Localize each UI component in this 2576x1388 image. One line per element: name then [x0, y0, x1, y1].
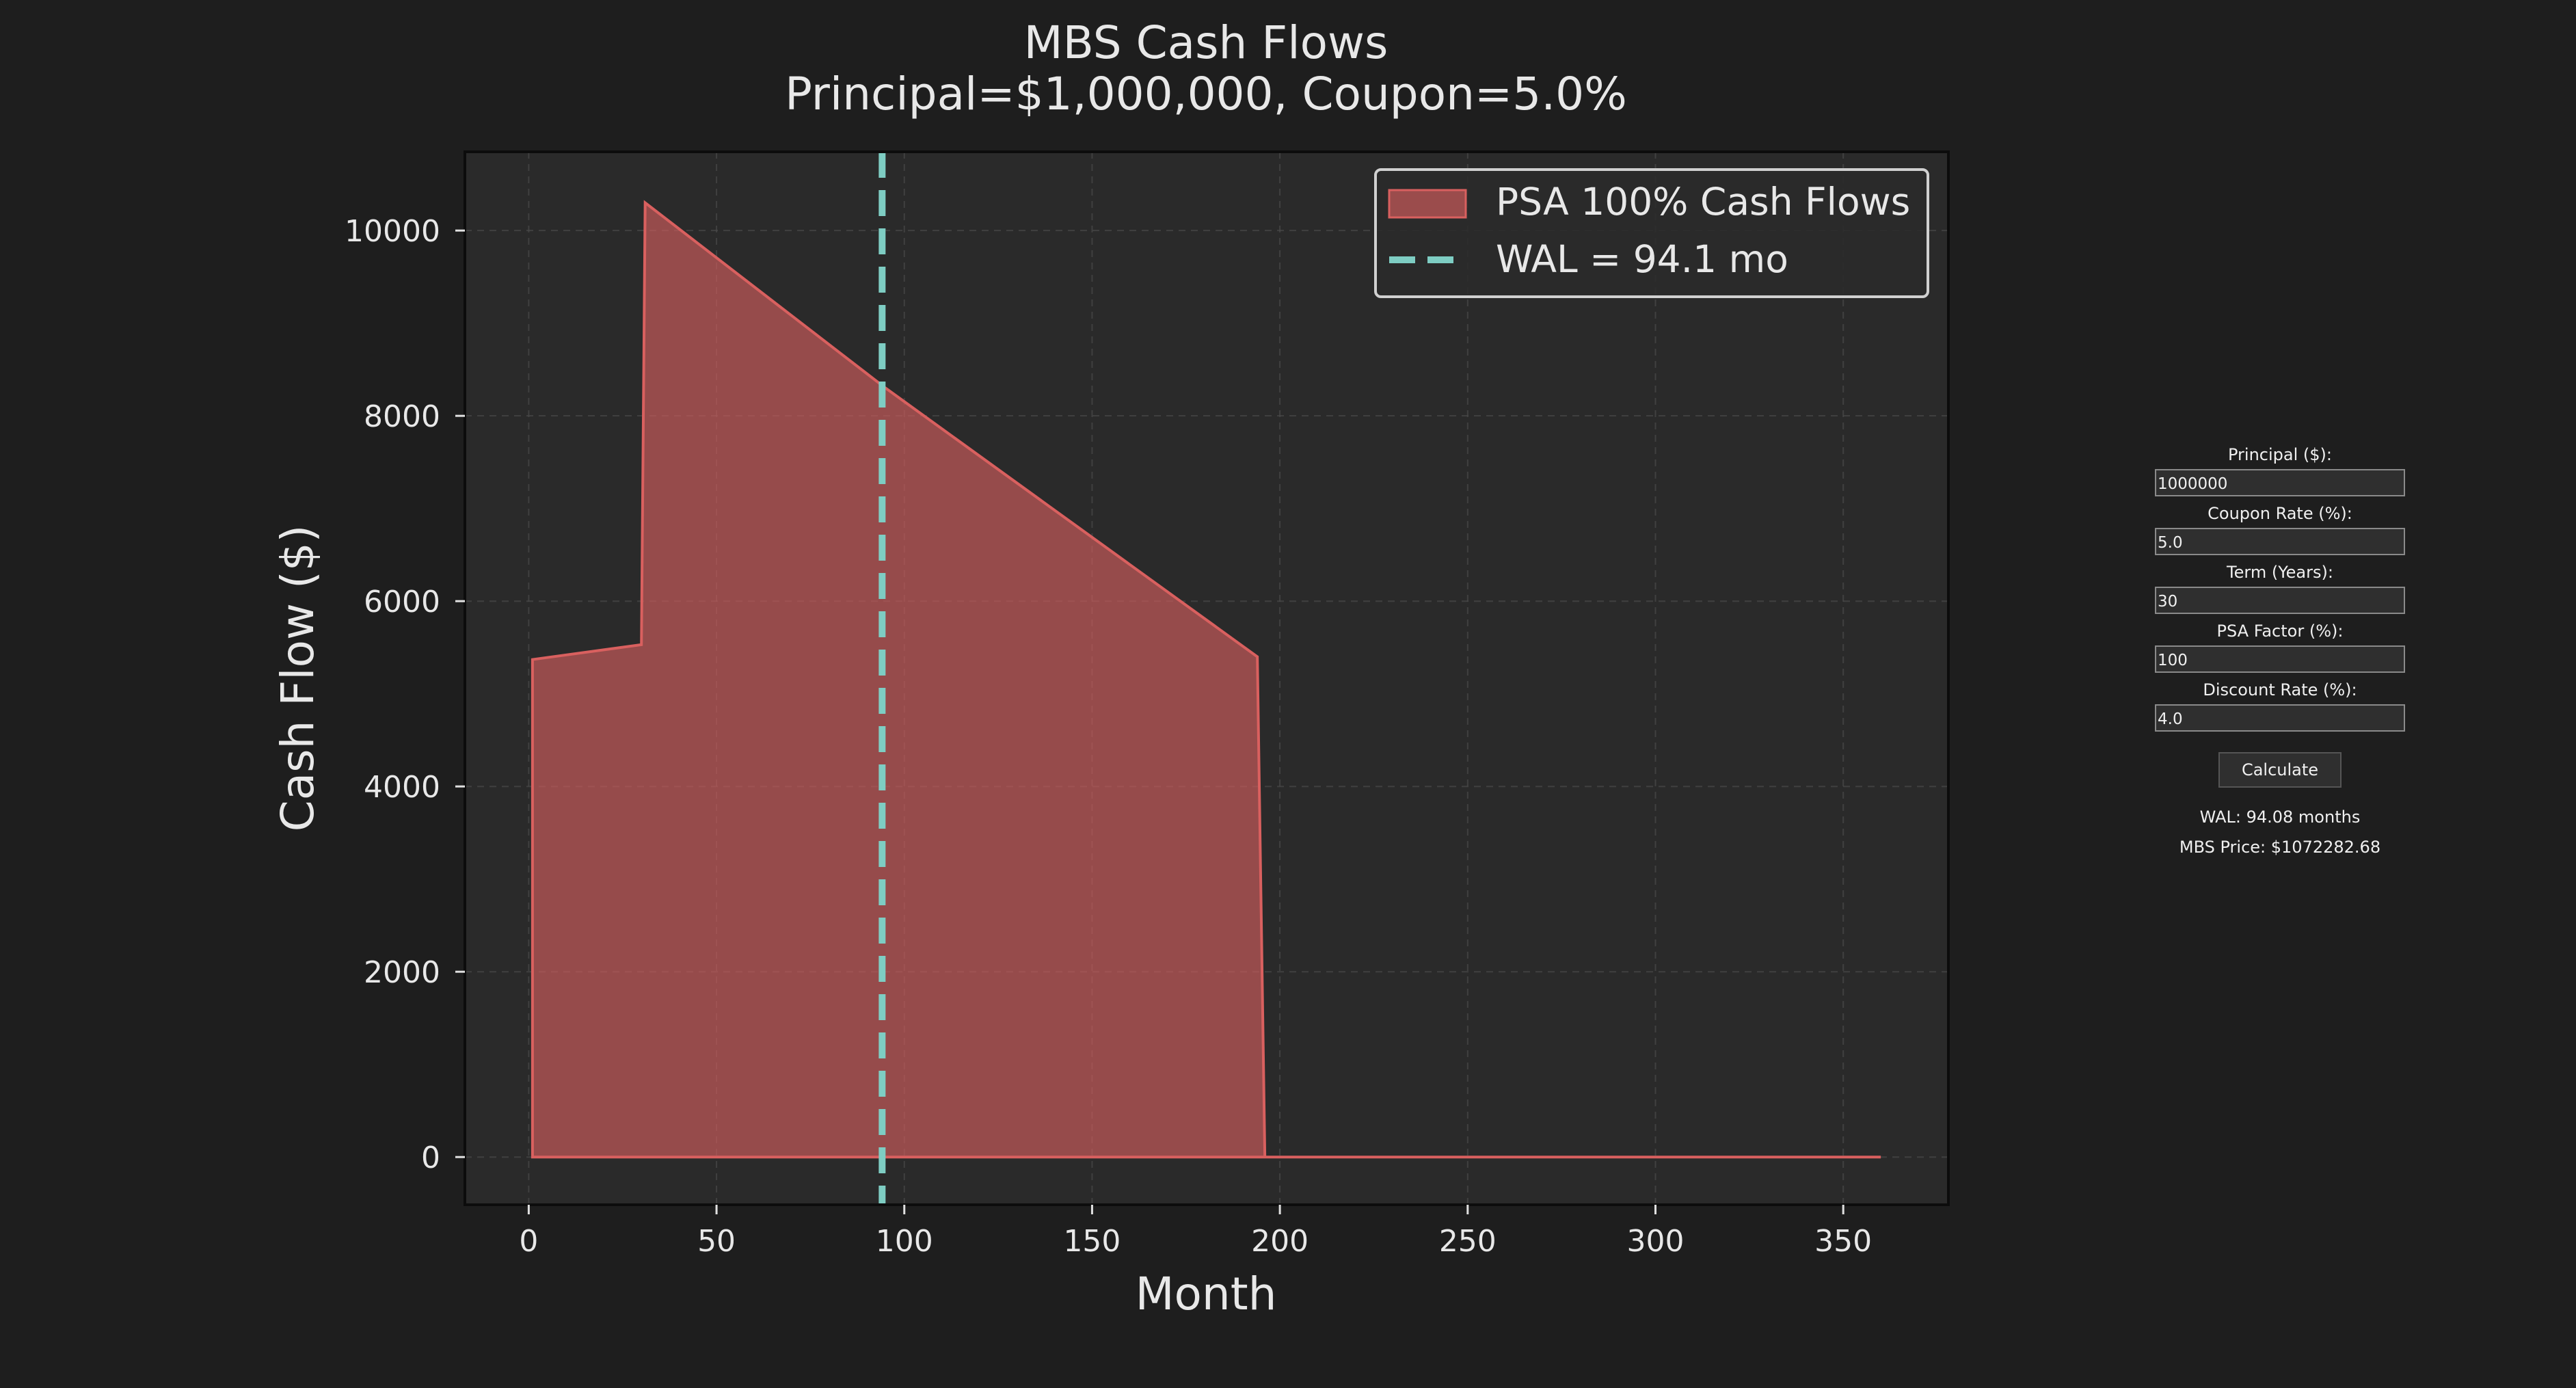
- legend: PSA 100% Cash Flows WAL = 94.1 mo: [1374, 168, 1929, 298]
- x-tick-label: 50: [697, 1224, 736, 1259]
- y-tick-label: 8000: [364, 399, 440, 434]
- x-tick-label: 350: [1814, 1224, 1872, 1259]
- x-tick-label: 300: [1627, 1224, 1685, 1259]
- y-tick-label: 2000: [364, 955, 440, 990]
- legend-box: [1374, 168, 1929, 298]
- psa-factor-label: PSA Factor (%):: [2216, 622, 2344, 641]
- x-axis-label: Month: [1136, 1268, 1277, 1320]
- control-panel: Principal ($): Coupon Rate (%): Term (Ye…: [2147, 438, 2413, 859]
- y-tick-label: 6000: [364, 585, 440, 619]
- legend-label-wal: WAL = 94.1 mo: [1496, 237, 1788, 281]
- term-label: Term (Years):: [2227, 563, 2333, 582]
- legend-area-swatch: [1388, 189, 1467, 219]
- x-tick-label: 200: [1251, 1224, 1309, 1259]
- chart-title: MBS Cash Flows: [1024, 16, 1388, 69]
- y-tick-label: 0: [421, 1140, 440, 1175]
- y-tick-label: 4000: [364, 770, 440, 805]
- y-axis-label: Cash Flow ($): [271, 525, 324, 832]
- coupon-rate-label: Coupon Rate (%):: [2208, 504, 2352, 523]
- chart-subtitle: Principal=$1,000,000, Coupon=5.0%: [785, 68, 1627, 120]
- discount-rate-label: Discount Rate (%):: [2203, 680, 2357, 699]
- wal-result: WAL: 94.08 months: [2199, 808, 2361, 827]
- y-tick-label: 10000: [345, 214, 440, 249]
- x-tick-label: 0: [519, 1224, 538, 1259]
- discount-rate-input[interactable]: [2155, 704, 2405, 732]
- calculate-button[interactable]: Calculate: [2218, 752, 2342, 788]
- mbs-price-result: MBS Price: $1072282.68: [2179, 838, 2381, 857]
- principal-input[interactable]: [2155, 469, 2405, 496]
- plot-frame: [464, 150, 1950, 1206]
- legend-label-area: PSA 100% Cash Flows: [1496, 180, 1910, 224]
- term-input[interactable]: [2155, 587, 2405, 614]
- x-tick-label: 100: [876, 1224, 933, 1259]
- x-tick-label: 150: [1063, 1224, 1121, 1259]
- principal-label: Principal ($):: [2228, 445, 2332, 464]
- x-tick-label: 250: [1439, 1224, 1497, 1259]
- axis-ticks: 0 50 100 150 200 250 300 350 0 2000 4000 6000 8000 10…: [345, 214, 1872, 1259]
- psa-factor-input[interactable]: [2155, 645, 2405, 673]
- coupon-rate-input[interactable]: [2155, 528, 2405, 555]
